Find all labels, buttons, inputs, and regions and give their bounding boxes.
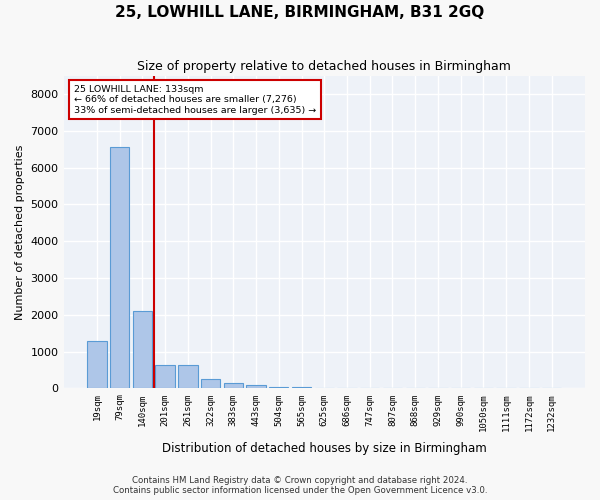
Text: 25, LOWHILL LANE, BIRMINGHAM, B31 2GQ: 25, LOWHILL LANE, BIRMINGHAM, B31 2GQ bbox=[115, 5, 485, 20]
Bar bbox=[224, 383, 243, 388]
Bar bbox=[155, 365, 175, 388]
X-axis label: Distribution of detached houses by size in Birmingham: Distribution of detached houses by size … bbox=[162, 442, 487, 455]
Bar bbox=[178, 365, 197, 388]
Title: Size of property relative to detached houses in Birmingham: Size of property relative to detached ho… bbox=[137, 60, 511, 73]
Bar bbox=[87, 340, 107, 388]
Bar bbox=[133, 311, 152, 388]
Bar bbox=[247, 384, 266, 388]
Text: 25 LOWHILL LANE: 133sqm
← 66% of detached houses are smaller (7,276)
33% of semi: 25 LOWHILL LANE: 133sqm ← 66% of detache… bbox=[74, 85, 316, 114]
Text: Contains HM Land Registry data © Crown copyright and database right 2024.
Contai: Contains HM Land Registry data © Crown c… bbox=[113, 476, 487, 495]
Y-axis label: Number of detached properties: Number of detached properties bbox=[15, 144, 25, 320]
Bar bbox=[110, 148, 130, 388]
Bar bbox=[201, 379, 220, 388]
Bar bbox=[269, 386, 289, 388]
Bar bbox=[292, 386, 311, 388]
